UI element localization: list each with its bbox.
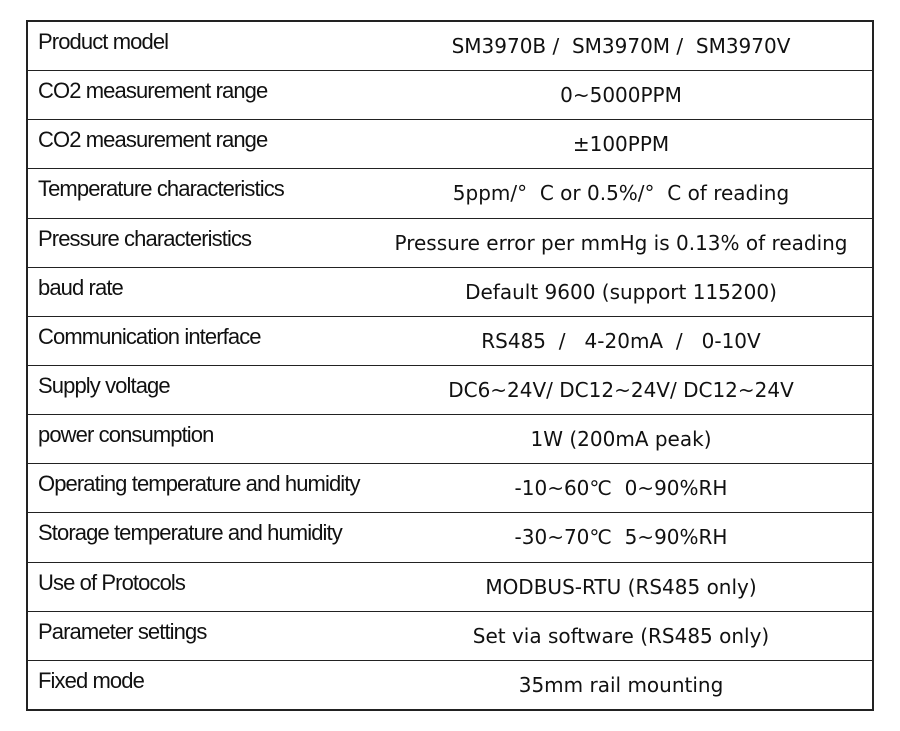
spec-value: 1W (200mA peak) — [530, 427, 712, 452]
spec-value: SM3970B / SM3970M / SM3970V — [451, 34, 791, 58]
table-row: Storage temperature and humidity -30~70℃ … — [28, 513, 872, 563]
spec-label: Use of Protocols — [38, 569, 186, 595]
spec-value: RS485 / 4-20mA / 0-10V — [481, 328, 761, 353]
spec-label: baud rate — [38, 274, 124, 300]
spec-value: 0~5000PPM — [560, 83, 682, 108]
table-row: Supply voltage DC6~24V/ DC12~24V/ DC12~24… — [28, 366, 872, 416]
spec-value: 35mm rail mounting — [518, 672, 724, 697]
spec-label: Operating temperature and humidity — [38, 471, 360, 497]
table-row: Communication interface RS485 / 4-20mA / … — [28, 317, 872, 366]
spec-value: DC6~24V/ DC12~24V/ DC12~24V — [448, 377, 794, 402]
spec-label: Parameter settings — [38, 618, 207, 644]
spec-value: -10~60℃ 0~90%RH — [514, 476, 728, 501]
table-row: Pressure characteristics Pressure error p… — [28, 219, 872, 268]
spec-label: Communication interface — [38, 323, 262, 349]
table-row: CO2 measurement range ±100PPM — [28, 120, 872, 170]
spec-label: Pressure characteristics — [38, 225, 252, 251]
spec-value: -30~70℃ 5~90%RH — [514, 525, 728, 550]
spec-value: MODBUS-RTU (RS485 only) — [485, 574, 757, 599]
table-row: Operating temperature and humidity -10~60… — [28, 464, 872, 514]
spec-value: 5ppm/° C or 0.5%/° C of reading — [452, 181, 790, 206]
table-row: CO2 measurement range 0~5000PPM — [28, 71, 872, 121]
table-row: Fixed mode 35mm rail mounting — [28, 661, 872, 709]
spec-label: Fixed mode — [38, 667, 145, 693]
spec-label: Supply voltage — [38, 372, 171, 398]
spec-value: Default 9600 (support 115200) — [465, 279, 777, 304]
spec-label: CO2 measurement range — [38, 78, 268, 104]
table-row: power consumption 1W (200mA peak) — [28, 415, 872, 465]
table-row: Use of Protocols MODBUS-RTU (RS485 only) — [28, 563, 872, 612]
table-row: Product model SM3970B / SM3970M / SM3970V — [28, 22, 872, 72]
table-row: Parameter settings Set via software (RS48… — [28, 612, 872, 661]
spec-label: Temperature characteristics — [38, 176, 285, 202]
spec-value: ±100PPM — [572, 132, 670, 157]
spec-value: Set via software (RS485 only) — [472, 623, 770, 648]
spec-label: Storage temperature and humidity — [38, 520, 343, 546]
table-row: baud rate Default 9600 (support 115200) — [28, 268, 872, 317]
spec-value: Pressure error per mmHg is 0.13% of read… — [394, 230, 848, 255]
spec-table: Product model SM3970B / SM3970M / SM3970V… — [26, 20, 874, 711]
spec-label: power consumption — [38, 422, 214, 448]
spec-label: CO2 measurement range — [38, 127, 268, 153]
spec-label: Product model — [38, 29, 169, 54]
table-row: Temperature characteristics 5ppm/° C or 0… — [28, 169, 872, 219]
